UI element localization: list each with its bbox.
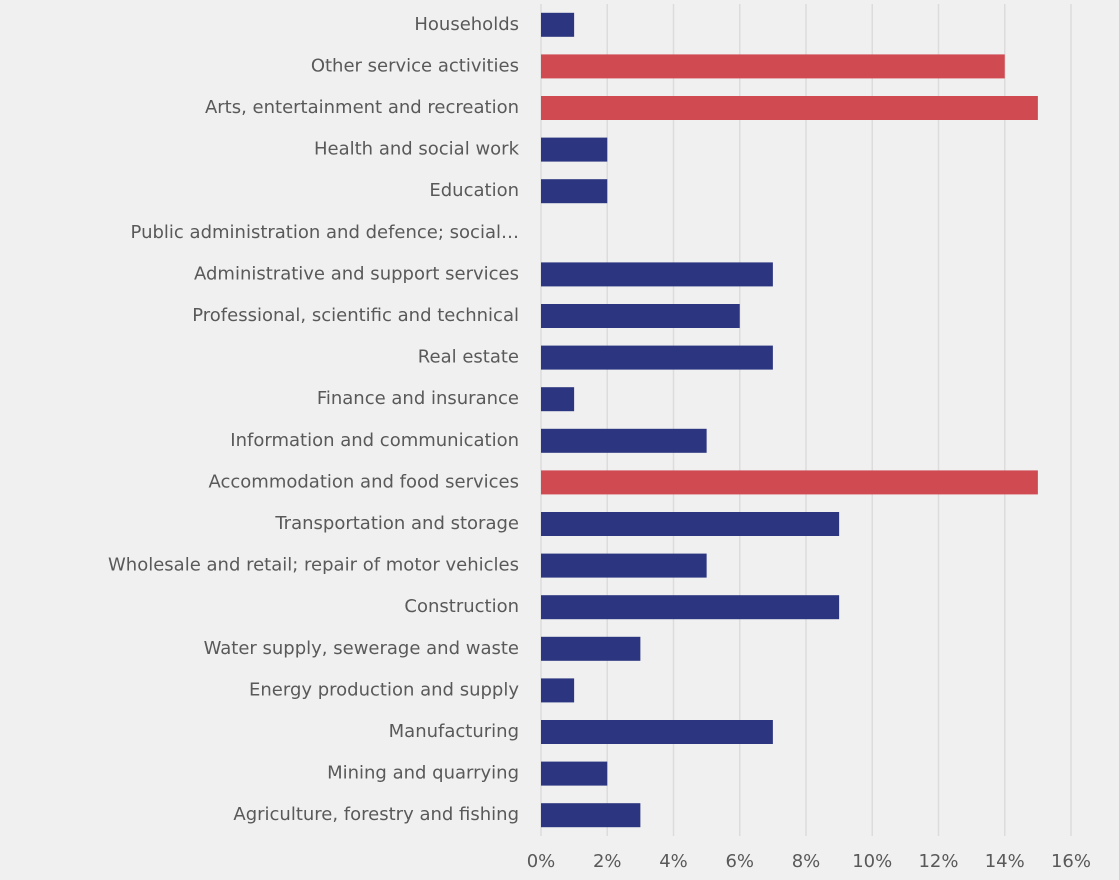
bar [541, 345, 773, 370]
bar [541, 678, 575, 703]
bar [541, 803, 641, 828]
bar [541, 761, 608, 786]
x-tick-label: 16% [1051, 851, 1091, 872]
y-tick-label: Health and social work [314, 139, 520, 160]
y-tick-label: Arts, entertainment and recreation [205, 97, 519, 118]
y-tick-label: Mining and quarrying [327, 763, 519, 784]
bar [541, 304, 740, 328]
x-tick-label: 8% [792, 851, 821, 872]
y-tick-label: Households [414, 14, 519, 35]
bar [541, 12, 575, 37]
bar [541, 636, 641, 661]
bar [541, 387, 575, 412]
bar [541, 262, 773, 287]
y-tick-label: Accommodation and food services [209, 471, 520, 492]
bar [541, 512, 840, 536]
bar [541, 553, 707, 578]
y-tick-label: Education [429, 180, 519, 201]
bar [541, 179, 608, 204]
x-tick-label: 10% [852, 851, 892, 872]
y-tick-label: Information and communication [230, 430, 519, 451]
bar [541, 96, 1038, 120]
y-tick-label: Water supply, sewerage and waste [204, 638, 519, 659]
x-tick-label: 2% [593, 851, 622, 872]
x-tick-label: 4% [659, 851, 688, 872]
y-tick-label: Wholesale and retail; repair of motor ve… [108, 555, 519, 576]
x-tick-label: 6% [725, 851, 754, 872]
y-tick-label: Professional, scientific and technical [192, 305, 519, 326]
y-tick-label: Real estate [418, 347, 519, 368]
x-tick-label: 0% [527, 851, 556, 872]
y-tick-label: Administrative and support services [194, 263, 519, 284]
y-tick-label: Public administration and defence; socia… [131, 222, 519, 243]
y-tick-label: Finance and insurance [317, 388, 519, 409]
bar [541, 137, 608, 162]
x-tick-label: 12% [918, 851, 958, 872]
bar [541, 720, 773, 744]
bar [541, 54, 1005, 79]
bar [541, 595, 840, 620]
y-tick-label: Energy production and supply [249, 679, 519, 700]
bar [541, 470, 1038, 495]
y-tick-label: Construction [404, 596, 519, 617]
y-tick-label: Transportation and storage [274, 513, 519, 534]
y-tick-label: Manufacturing [389, 721, 519, 742]
y-tick-label: Agriculture, forestry and fishing [233, 804, 519, 825]
bar [541, 428, 707, 453]
y-tick-label: Other service activities [311, 55, 519, 76]
x-tick-label: 14% [985, 851, 1025, 872]
